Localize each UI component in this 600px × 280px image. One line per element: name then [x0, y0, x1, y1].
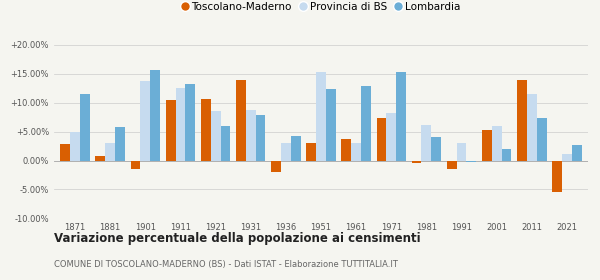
Bar	[351, 143, 361, 160]
Bar	[386, 113, 396, 160]
Bar	[396, 72, 406, 160]
Bar	[281, 143, 291, 160]
Bar	[326, 89, 336, 160]
Bar	[70, 132, 80, 160]
Bar	[537, 118, 547, 160]
Text: COMUNE DI TOSCOLANO-MADERNO (BS) - Dati ISTAT - Elaborazione TUTTITALIA.IT: COMUNE DI TOSCOLANO-MADERNO (BS) - Dati …	[54, 260, 398, 269]
Bar	[291, 136, 301, 160]
Bar	[517, 80, 527, 160]
Bar	[201, 99, 211, 160]
Bar	[236, 80, 246, 160]
Bar	[527, 94, 537, 160]
Bar	[341, 139, 351, 160]
Bar	[211, 111, 221, 160]
Bar	[482, 130, 492, 160]
Bar	[447, 160, 457, 169]
Bar	[185, 84, 195, 160]
Text: Variazione percentuale della popolazione ai censimenti: Variazione percentuale della popolazione…	[54, 232, 421, 245]
Bar	[492, 126, 502, 160]
Legend: Toscolano-Maderno, Provincia di BS, Lombardia: Toscolano-Maderno, Provincia di BS, Lomb…	[178, 0, 464, 17]
Bar	[115, 127, 125, 160]
Bar	[377, 118, 386, 160]
Bar	[421, 125, 431, 160]
Bar	[166, 100, 176, 160]
Bar	[466, 160, 476, 162]
Bar	[176, 88, 185, 160]
Bar	[562, 154, 572, 160]
Bar	[572, 146, 581, 160]
Bar	[95, 157, 105, 160]
Bar	[306, 143, 316, 160]
Bar	[105, 143, 115, 160]
Bar	[140, 81, 150, 160]
Bar	[271, 160, 281, 172]
Bar	[431, 137, 441, 160]
Bar	[457, 143, 466, 160]
Bar	[221, 126, 230, 160]
Bar	[552, 160, 562, 192]
Bar	[61, 144, 70, 160]
Bar	[316, 72, 326, 160]
Bar	[361, 87, 371, 160]
Bar	[246, 109, 256, 160]
Bar	[150, 70, 160, 160]
Bar	[412, 160, 421, 164]
Bar	[131, 160, 140, 169]
Bar	[502, 149, 511, 160]
Bar	[80, 94, 90, 160]
Bar	[256, 115, 265, 160]
